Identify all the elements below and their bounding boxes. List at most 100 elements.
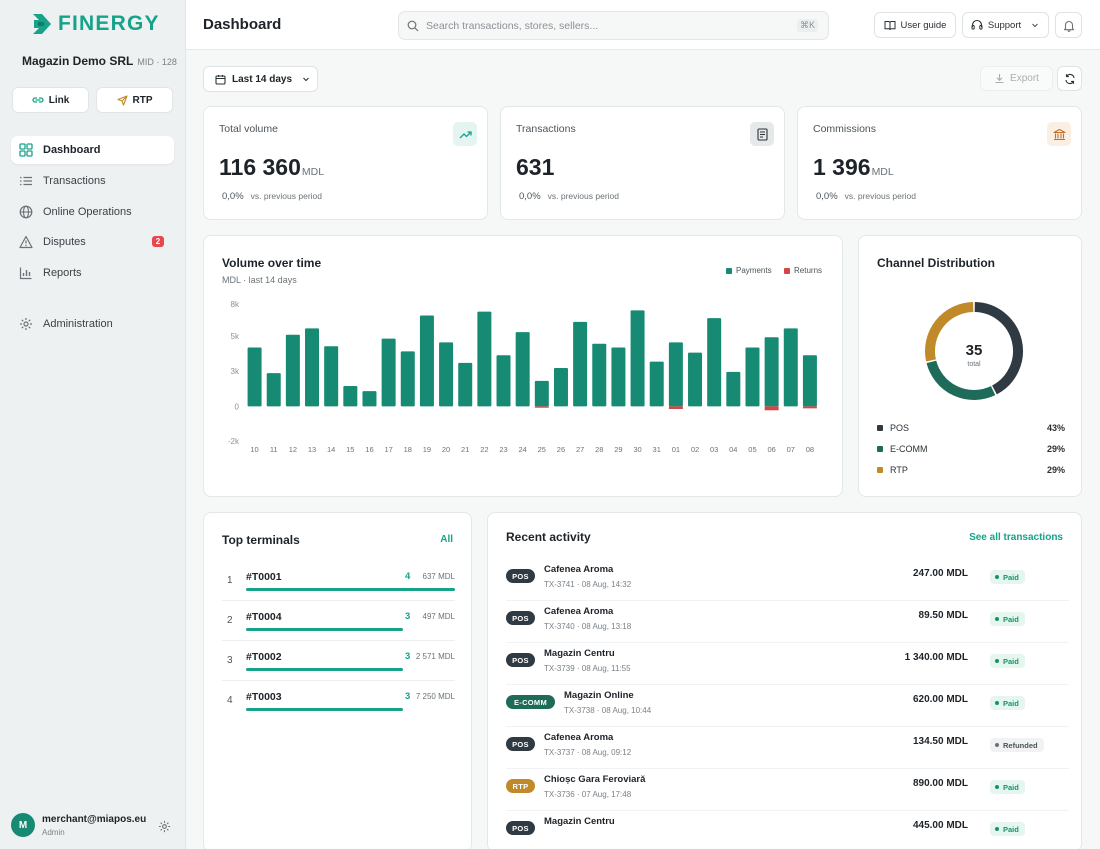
payment-bar[interactable]: [515, 332, 530, 407]
activity-merchant: Cafenea Aroma: [544, 606, 614, 617]
link-icon: [32, 97, 44, 103]
payment-bar[interactable]: [802, 355, 817, 407]
see-all-transactions-link[interactable]: See all transactions: [969, 532, 1063, 543]
status-badge: Paid: [990, 570, 1025, 584]
activity-row[interactable]: POS Magazin Centru TX-3739 · 08 Aug, 11:55…: [506, 643, 1069, 685]
payment-bar[interactable]: [305, 328, 320, 407]
activity-merchant: Magazin Online: [564, 690, 634, 701]
payment-bar[interactable]: [362, 391, 377, 407]
distribution-label: POS: [890, 423, 910, 433]
terminal-row[interactable]: 1 #T0001 4 637 MDL: [222, 561, 455, 601]
export-button[interactable]: Export: [980, 66, 1053, 91]
payment-bar[interactable]: [439, 342, 454, 407]
user-guide-button[interactable]: User guide: [874, 12, 956, 38]
activity-title: Recent activity: [506, 530, 591, 544]
user-profile[interactable]: M merchant@miapos.eu Admin: [11, 813, 146, 837]
activity-row[interactable]: POS Cafenea Aroma TX-3741 · 08 Aug, 14:32 2…: [506, 559, 1069, 601]
payment-bar[interactable]: [688, 352, 703, 407]
y-tick-label: -2k: [228, 437, 240, 446]
sidebar-item-online-operations[interactable]: Online Operations: [11, 198, 174, 226]
return-bar[interactable]: [802, 406, 817, 409]
payment-bar[interactable]: [458, 362, 473, 407]
payment-bar[interactable]: [649, 361, 664, 407]
x-tick-label: 28: [595, 445, 603, 454]
activity-row[interactable]: POS Cafenea Aroma TX-3740 · 08 Aug, 13:18 8…: [506, 601, 1069, 643]
payment-bar[interactable]: [343, 385, 358, 407]
create-link-button[interactable]: Link: [12, 87, 89, 113]
payment-bar[interactable]: [707, 318, 722, 407]
globe-icon: [19, 205, 33, 219]
payment-bar[interactable]: [324, 346, 339, 407]
search-input[interactable]: [426, 19, 786, 32]
terminal-row[interactable]: 2 #T0004 3 497 MDL: [222, 601, 455, 641]
channel-badge: POS: [506, 569, 535, 583]
activity-row[interactable]: RTP Chioșc Gara Feroviară TX-3736 · 07 Aug…: [506, 769, 1069, 811]
legend-label: Returns: [794, 266, 823, 275]
return-bar[interactable]: [534, 406, 549, 408]
search-box[interactable]: ⌘K: [398, 11, 829, 40]
terminal-bar: [246, 628, 403, 631]
support-dropdown[interactable]: Support: [962, 12, 1049, 38]
payment-bar[interactable]: [496, 355, 511, 407]
x-tick-label: 15: [346, 445, 354, 454]
activity-row[interactable]: E-COMM Magazin Online TX-3738 · 08 Aug, 10…: [506, 685, 1069, 727]
search-shortcut: ⌘K: [796, 19, 818, 32]
payment-bar[interactable]: [285, 334, 300, 407]
terminals-all-link[interactable]: All: [440, 534, 453, 545]
donut-slice[interactable]: [925, 302, 974, 362]
x-tick-label: 16: [365, 445, 373, 454]
terminal-bar: [246, 708, 403, 711]
terminal-count: 3: [405, 651, 411, 662]
merchant-mid: MID · 128: [137, 57, 177, 67]
return-bar[interactable]: [764, 406, 779, 411]
status-badge: Paid: [990, 822, 1025, 836]
payment-bar[interactable]: [381, 338, 396, 407]
x-tick-label: 18: [404, 445, 412, 454]
terminal-id: #T0004: [246, 611, 282, 623]
kpi-change-caption: vs. previous period: [547, 191, 619, 201]
payment-bar[interactable]: [745, 347, 760, 407]
x-tick-label: 30: [633, 445, 641, 454]
sidebar-item-administration[interactable]: Administration: [11, 310, 174, 338]
payment-bar[interactable]: [477, 311, 492, 407]
payment-bar[interactable]: [764, 337, 779, 407]
payment-bar[interactable]: [668, 342, 683, 407]
payment-bar[interactable]: [247, 347, 262, 407]
date-range-select[interactable]: Last 14 days: [203, 66, 318, 92]
sidebar-item-transactions[interactable]: Transactions: [11, 167, 174, 195]
download-icon: [995, 74, 1004, 84]
payment-bar[interactable]: [400, 351, 415, 407]
notifications-button[interactable]: [1055, 12, 1082, 38]
donut-slice[interactable]: [974, 302, 1023, 395]
refresh-button[interactable]: [1057, 66, 1082, 91]
sidebar-item-dashboard[interactable]: Dashboard: [11, 136, 174, 164]
kpi-number: 116 360: [219, 154, 301, 180]
create-rtp-button[interactable]: RTP: [96, 87, 173, 113]
payment-bar[interactable]: [573, 321, 588, 407]
payment-bar[interactable]: [266, 373, 281, 407]
payment-bar[interactable]: [534, 380, 549, 407]
return-bar[interactable]: [668, 406, 683, 409]
merchant-name: Magazin Demo SRL MID · 128: [22, 54, 177, 68]
payment-bar[interactable]: [419, 315, 434, 407]
brand-logo[interactable]: FINERGY: [32, 12, 160, 36]
payment-bar[interactable]: [630, 310, 645, 407]
donut-slice[interactable]: [926, 360, 996, 400]
status-dot: [995, 575, 999, 579]
activity-row[interactable]: POS Magazin Centru 445.00 MDL Paid: [506, 811, 1069, 849]
terminal-row[interactable]: 3 #T0002 3 2 571 MDL: [222, 641, 455, 681]
warning-icon: [19, 235, 33, 249]
distribution-swatch: [877, 425, 883, 431]
activity-row[interactable]: POS Cafenea Aroma TX-3737 · 08 Aug, 09:12 1…: [506, 727, 1069, 769]
refresh-icon: [1064, 73, 1075, 84]
sidebar-item-reports[interactable]: Reports: [11, 259, 174, 287]
payment-bar[interactable]: [553, 368, 568, 407]
activity-amount: 89.50 MDL: [918, 610, 968, 621]
payment-bar[interactable]: [726, 371, 741, 407]
user-settings-gear-icon[interactable]: [158, 820, 171, 833]
payment-bar[interactable]: [611, 347, 626, 407]
sidebar-item-disputes[interactable]: Disputes 2: [11, 228, 174, 256]
payment-bar[interactable]: [592, 343, 607, 407]
payment-bar[interactable]: [783, 328, 798, 407]
terminal-row[interactable]: 4 #T0003 3 7 250 MDL: [222, 681, 455, 721]
